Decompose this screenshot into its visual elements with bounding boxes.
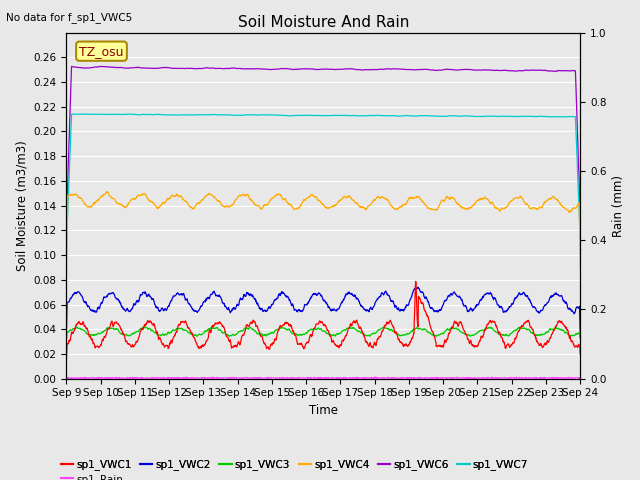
Text: No data for f_sp1_VWC5: No data for f_sp1_VWC5 xyxy=(6,12,132,23)
Legend: sp1_VWC1, sp1_VWC2, sp1_VWC3, sp1_VWC4, sp1_VWC6, sp1_VWC7: sp1_VWC1, sp1_VWC2, sp1_VWC3, sp1_VWC4, … xyxy=(56,455,532,474)
Text: TZ_osu: TZ_osu xyxy=(79,45,124,58)
Legend: sp1_Rain: sp1_Rain xyxy=(56,470,127,480)
X-axis label: Time: Time xyxy=(309,404,338,417)
Title: Soil Moisture And Rain: Soil Moisture And Rain xyxy=(237,15,409,30)
Y-axis label: Soil Moisture (m3/m3): Soil Moisture (m3/m3) xyxy=(15,140,28,271)
Y-axis label: Rain (mm): Rain (mm) xyxy=(612,175,625,237)
